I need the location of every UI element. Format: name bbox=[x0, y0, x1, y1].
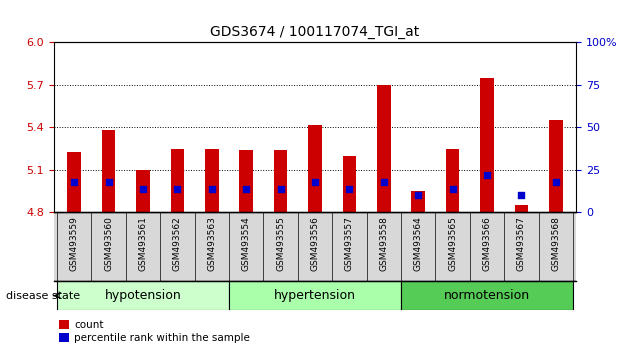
Bar bbox=[411, 191, 425, 212]
Bar bbox=[377, 85, 391, 212]
Legend: count, percentile rank within the sample: count, percentile rank within the sample bbox=[59, 320, 250, 343]
Bar bbox=[515, 205, 529, 212]
Point bbox=[447, 186, 457, 192]
Title: GDS3674 / 100117074_TGI_at: GDS3674 / 100117074_TGI_at bbox=[210, 25, 420, 39]
Point bbox=[173, 186, 183, 192]
Text: GSM493562: GSM493562 bbox=[173, 216, 182, 270]
Text: GSM493565: GSM493565 bbox=[448, 216, 457, 271]
Point bbox=[482, 172, 492, 178]
Text: GSM493567: GSM493567 bbox=[517, 216, 526, 271]
Text: GSM493566: GSM493566 bbox=[483, 216, 491, 271]
Point bbox=[551, 179, 561, 185]
Point bbox=[138, 186, 148, 192]
Text: GSM493564: GSM493564 bbox=[414, 216, 423, 270]
Text: hypotension: hypotension bbox=[105, 289, 181, 302]
Text: GSM493557: GSM493557 bbox=[345, 216, 354, 271]
Bar bbox=[343, 156, 357, 212]
Text: GSM493554: GSM493554 bbox=[242, 216, 251, 270]
Bar bbox=[67, 152, 81, 212]
Bar bbox=[273, 150, 287, 212]
Point bbox=[310, 179, 320, 185]
Text: GSM493563: GSM493563 bbox=[207, 216, 216, 271]
Point bbox=[413, 193, 423, 198]
FancyBboxPatch shape bbox=[57, 281, 229, 310]
Text: GSM493556: GSM493556 bbox=[311, 216, 319, 271]
Text: hypertension: hypertension bbox=[274, 289, 356, 302]
Bar bbox=[549, 120, 563, 212]
Text: GSM493558: GSM493558 bbox=[379, 216, 388, 271]
Text: normotension: normotension bbox=[444, 289, 530, 302]
Point bbox=[103, 179, 113, 185]
Text: GSM493560: GSM493560 bbox=[104, 216, 113, 271]
Bar bbox=[239, 150, 253, 212]
Bar bbox=[480, 78, 494, 212]
Text: GSM493559: GSM493559 bbox=[70, 216, 79, 271]
Point bbox=[241, 186, 251, 192]
Text: GSM493561: GSM493561 bbox=[139, 216, 147, 271]
Text: disease state: disease state bbox=[6, 291, 81, 301]
Point bbox=[379, 179, 389, 185]
Text: GSM493568: GSM493568 bbox=[551, 216, 560, 271]
Point bbox=[69, 179, 79, 185]
Bar bbox=[101, 130, 115, 212]
Point bbox=[517, 193, 527, 198]
Bar bbox=[136, 170, 150, 212]
Point bbox=[275, 186, 285, 192]
Text: GSM493555: GSM493555 bbox=[276, 216, 285, 271]
FancyBboxPatch shape bbox=[401, 281, 573, 310]
Bar bbox=[446, 149, 459, 212]
Point bbox=[345, 186, 355, 192]
Bar bbox=[308, 125, 322, 212]
Bar bbox=[171, 149, 184, 212]
FancyBboxPatch shape bbox=[229, 281, 401, 310]
Point bbox=[207, 186, 217, 192]
Bar bbox=[205, 149, 219, 212]
